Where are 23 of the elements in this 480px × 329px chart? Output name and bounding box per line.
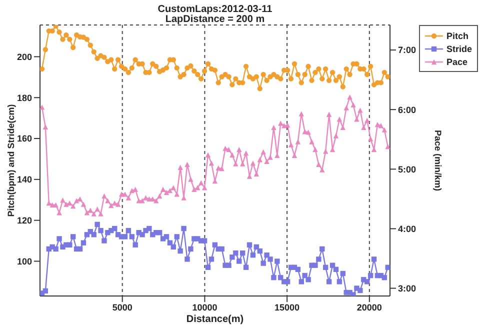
y2-tick-label: 5:00	[398, 164, 416, 174]
chart-subtitle: LapDistance = 200 m	[165, 14, 265, 25]
y2-tick-label: 7:00	[398, 45, 416, 56]
y-tick-label: 100	[16, 256, 32, 266]
y-tick-label: 180	[16, 92, 32, 103]
x-axis-title: Distance(m)	[186, 314, 244, 325]
y2-tick-label: 3:00	[398, 283, 416, 294]
legend-label: Pace	[446, 56, 468, 66]
y-tick-label: 160	[16, 134, 32, 144]
y-axis-title: Pitch(bpm) and Stride(cm)	[6, 104, 16, 217]
x-tick-label: 20000	[356, 302, 382, 312]
chart-title: CustomLaps:2012-03-11	[156, 4, 274, 15]
y2-tick-label: 4:00	[398, 224, 416, 234]
y-tick-label: 120	[16, 216, 32, 226]
legend-label: Stride	[446, 44, 472, 54]
y-tick-label: 140	[16, 174, 32, 185]
y-tick-label: 200	[16, 52, 32, 62]
x-tick-label: 15000	[274, 302, 300, 312]
y2-axis-title: Pace (min/km)	[432, 130, 443, 192]
legend-label: Pitch	[446, 30, 468, 40]
y2-tick-label: 6:00	[398, 104, 416, 115]
x-tick-label: 10000	[192, 302, 218, 312]
x-tick-label: 5000	[112, 302, 132, 312]
